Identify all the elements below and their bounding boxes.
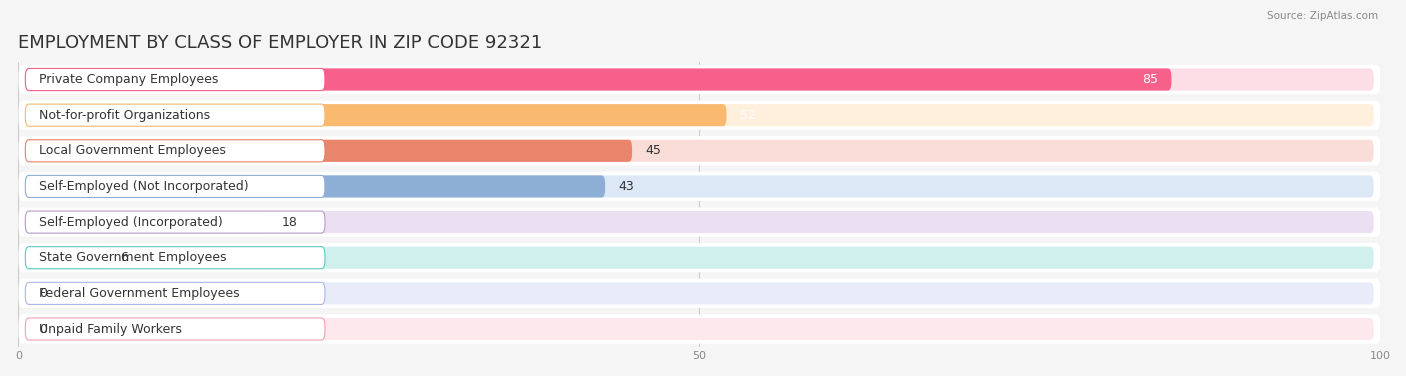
Text: EMPLOYMENT BY CLASS OF EMPLOYER IN ZIP CODE 92321: EMPLOYMENT BY CLASS OF EMPLOYER IN ZIP C… bbox=[18, 34, 543, 52]
FancyBboxPatch shape bbox=[25, 140, 1374, 162]
Text: State Government Employees: State Government Employees bbox=[39, 251, 226, 264]
Text: 0: 0 bbox=[39, 323, 46, 335]
FancyBboxPatch shape bbox=[25, 140, 633, 162]
FancyBboxPatch shape bbox=[25, 247, 107, 269]
Text: Self-Employed (Not Incorporated): Self-Employed (Not Incorporated) bbox=[39, 180, 249, 193]
FancyBboxPatch shape bbox=[25, 104, 727, 126]
FancyBboxPatch shape bbox=[25, 68, 1374, 91]
Text: 45: 45 bbox=[645, 144, 662, 157]
Text: Local Government Employees: Local Government Employees bbox=[39, 144, 226, 157]
FancyBboxPatch shape bbox=[25, 68, 1171, 91]
Text: Source: ZipAtlas.com: Source: ZipAtlas.com bbox=[1267, 11, 1378, 21]
FancyBboxPatch shape bbox=[25, 211, 269, 233]
FancyBboxPatch shape bbox=[18, 279, 1381, 308]
FancyBboxPatch shape bbox=[18, 172, 1381, 201]
Text: Unpaid Family Workers: Unpaid Family Workers bbox=[39, 323, 181, 335]
FancyBboxPatch shape bbox=[18, 243, 1381, 272]
FancyBboxPatch shape bbox=[25, 68, 325, 91]
FancyBboxPatch shape bbox=[25, 175, 325, 197]
Text: Not-for-profit Organizations: Not-for-profit Organizations bbox=[39, 109, 209, 122]
FancyBboxPatch shape bbox=[25, 282, 1374, 305]
Text: Self-Employed (Incorporated): Self-Employed (Incorporated) bbox=[39, 215, 222, 229]
Text: Federal Government Employees: Federal Government Employees bbox=[39, 287, 239, 300]
Text: Private Company Employees: Private Company Employees bbox=[39, 73, 218, 86]
FancyBboxPatch shape bbox=[25, 211, 325, 233]
FancyBboxPatch shape bbox=[18, 65, 1381, 94]
FancyBboxPatch shape bbox=[18, 136, 1381, 165]
FancyBboxPatch shape bbox=[18, 208, 1381, 237]
FancyBboxPatch shape bbox=[25, 282, 325, 305]
Text: 0: 0 bbox=[39, 287, 46, 300]
FancyBboxPatch shape bbox=[25, 318, 325, 340]
FancyBboxPatch shape bbox=[25, 104, 1374, 126]
FancyBboxPatch shape bbox=[25, 104, 325, 126]
FancyBboxPatch shape bbox=[25, 211, 1374, 233]
FancyBboxPatch shape bbox=[25, 247, 1374, 269]
FancyBboxPatch shape bbox=[18, 100, 1381, 130]
FancyBboxPatch shape bbox=[18, 314, 1381, 344]
FancyBboxPatch shape bbox=[25, 318, 1374, 340]
FancyBboxPatch shape bbox=[25, 175, 1374, 197]
Text: 43: 43 bbox=[619, 180, 634, 193]
Text: 52: 52 bbox=[740, 109, 756, 122]
FancyBboxPatch shape bbox=[25, 175, 605, 197]
FancyBboxPatch shape bbox=[25, 247, 325, 269]
Text: 6: 6 bbox=[120, 251, 128, 264]
FancyBboxPatch shape bbox=[25, 140, 325, 162]
Text: 85: 85 bbox=[1142, 73, 1157, 86]
Text: 18: 18 bbox=[281, 215, 298, 229]
